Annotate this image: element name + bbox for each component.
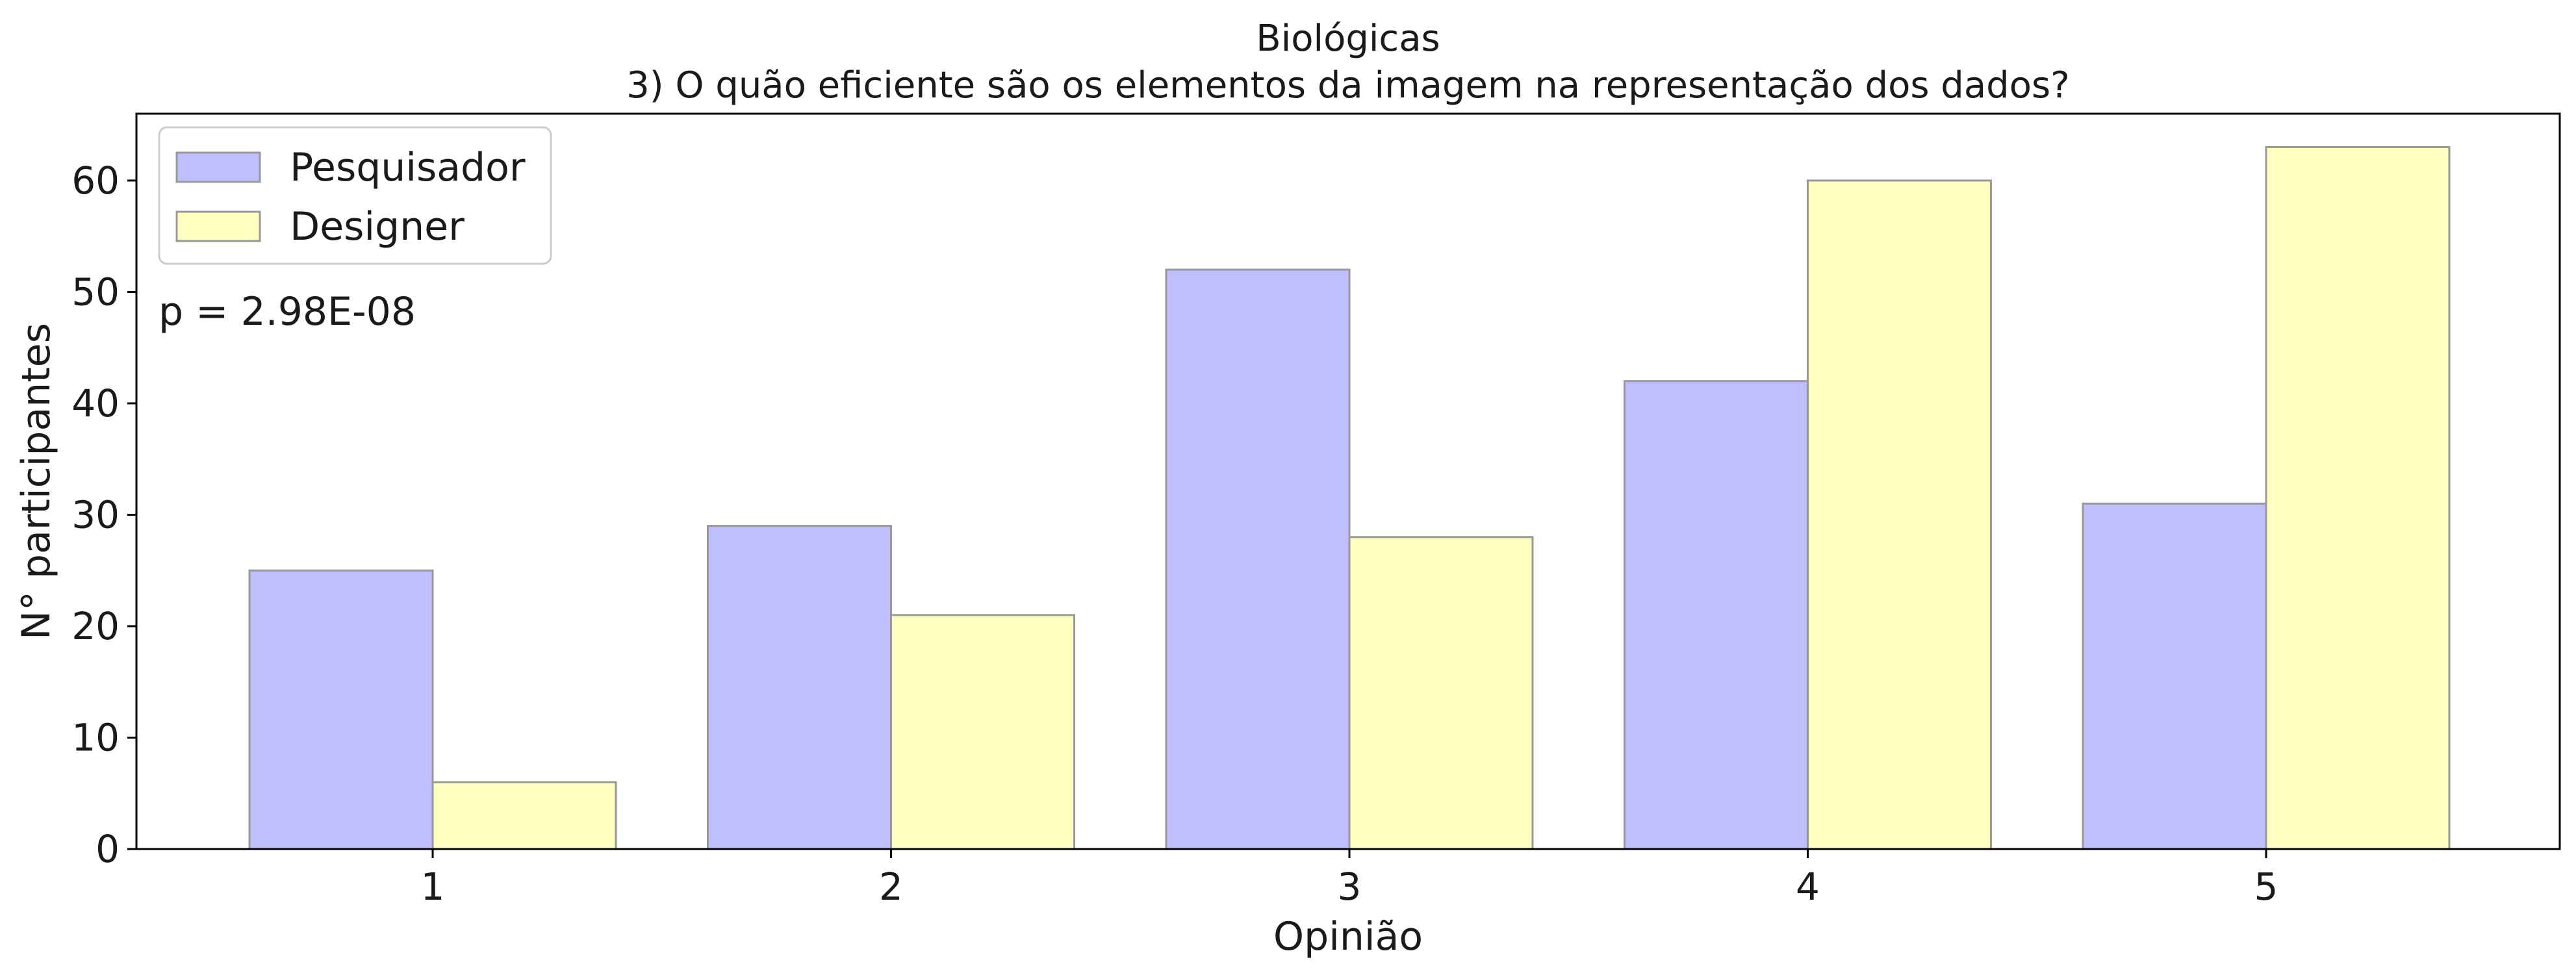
bars (248, 146, 2451, 850)
legend-label-designer: Designer (290, 204, 465, 249)
p-value-annotation: p = 2.98E-08 (159, 289, 416, 335)
y-tick-label: 50 (71, 270, 120, 314)
legend-swatch-designer (175, 210, 261, 242)
x-tick-label: 2 (879, 865, 903, 909)
legend-swatch-pesquisador (175, 151, 261, 183)
y-axis-ticks: 0 10 20 30 40 50 60 (71, 159, 136, 871)
bar-designer-2 (890, 614, 1075, 850)
y-axis-label: N° participantes (14, 323, 59, 640)
bar-designer-4 (1807, 179, 1992, 850)
x-axis-ticks: 1 2 3 4 5 (421, 849, 2278, 909)
y-tick-label: 0 (96, 827, 120, 871)
legend-label-pesquisador: Pesquisador (290, 145, 526, 190)
x-tick-label: 4 (1796, 865, 1820, 909)
legend: Pesquisador Designer (158, 126, 552, 265)
y-tick-label: 10 (71, 715, 120, 759)
y-tick-label: 20 (71, 604, 120, 648)
bar-pesquisador-4 (1624, 380, 1809, 850)
bar-designer-3 (1348, 536, 1534, 850)
bar-designer-5 (2265, 146, 2451, 850)
y-tick-label: 40 (71, 381, 120, 425)
chart-title: Biológicas (1256, 18, 1440, 60)
bar-pesquisador-5 (2082, 502, 2267, 850)
bar-pesquisador-3 (1165, 268, 1351, 850)
y-tick-label: 30 (71, 492, 120, 537)
plot-frame (135, 112, 2561, 850)
bar-pesquisador-2 (707, 525, 892, 850)
bar-designer-1 (431, 781, 617, 850)
chart-subtitle: 3) O quão eficiente são os elementos da … (626, 64, 2070, 107)
x-axis-label: Opinião (1273, 914, 1423, 959)
y-tick-label: 60 (71, 159, 120, 203)
x-tick-label: 1 (421, 865, 445, 909)
bar-pesquisador-1 (248, 569, 434, 850)
x-tick-label: 5 (2254, 865, 2278, 909)
x-tick-label: 3 (1338, 865, 1362, 909)
